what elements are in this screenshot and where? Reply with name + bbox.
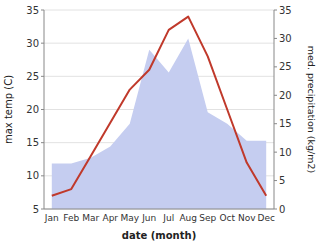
- y-tick-label: 35: [26, 5, 39, 16]
- y-tick-label: 10: [26, 170, 39, 181]
- y-tick-label: 25: [26, 71, 39, 82]
- x-tick-label: Sep: [199, 213, 216, 223]
- plot-area: [52, 17, 266, 209]
- grid: [44, 10, 274, 209]
- y-tick-label: 5: [33, 204, 39, 215]
- y2-tick-label: 25: [279, 61, 292, 72]
- x-tick-label: Apr: [102, 213, 118, 223]
- precipitation-area: [52, 38, 266, 209]
- y2-tick: [274, 10, 277, 11]
- y2-tick: [274, 209, 277, 210]
- y-tick: [41, 142, 44, 143]
- x-axis-line: [44, 209, 274, 210]
- y2-tick-label: 5: [279, 175, 285, 186]
- y-tick: [41, 43, 44, 44]
- y2-tick-label: 15: [279, 118, 292, 129]
- y2-axis-line: [274, 10, 275, 209]
- grid-line: [44, 10, 274, 11]
- y2-tick: [274, 152, 277, 153]
- grid-line: [44, 209, 274, 210]
- x-tick-label: Dec: [257, 213, 274, 223]
- y2-tick: [274, 95, 277, 96]
- x-tick-label: Aug: [179, 213, 197, 223]
- x-tick-label: Jul: [162, 213, 174, 223]
- y-tick-label: 20: [26, 104, 39, 115]
- x-tick-label: Mar: [82, 213, 99, 223]
- y-axis-title: max temp (C): [3, 75, 14, 144]
- x-tick-label: Oct: [219, 213, 235, 223]
- y2-tick-label: 0: [279, 204, 285, 215]
- chart: 5 10 15 20 25 30 35 0 5 10 15 20 25 30 35 Jan FebMarAprM…: [0, 0, 318, 247]
- x-tick-label: Jan: [44, 213, 59, 223]
- y2-axis-title: med. precipitation (kg/m2): [306, 46, 317, 173]
- y-tick: [41, 10, 44, 11]
- grid-line: [44, 43, 274, 44]
- y-tick-label: 15: [26, 137, 39, 148]
- axes: 5 10 15 20 25 30 35 0 5 10 15 20 25 30 35 Jan FebMarAprM…: [26, 5, 291, 224]
- y-tick: [41, 76, 44, 77]
- x-tick-label: Jun: [141, 213, 156, 223]
- y2-tick-label: 30: [279, 33, 292, 44]
- y2-tick-label: 35: [279, 5, 292, 16]
- y-tick: [41, 109, 44, 110]
- y2-tick-label: 10: [279, 147, 292, 158]
- y2-tick: [274, 38, 277, 39]
- x-tick-label: Nov: [238, 213, 256, 223]
- y2-tick: [274, 123, 277, 124]
- y2-tick-label: 20: [279, 90, 292, 101]
- x-axis-title: date (month): [122, 230, 196, 241]
- x-tick-label: Feb: [63, 213, 79, 223]
- temperature-line: [52, 17, 266, 196]
- y-tick: [41, 175, 44, 176]
- y2-tick: [274, 180, 277, 181]
- y-tick-label: 30: [26, 38, 39, 49]
- x-tick-label: May: [120, 213, 139, 223]
- y2-tick: [274, 66, 277, 67]
- y-tick: [41, 209, 44, 210]
